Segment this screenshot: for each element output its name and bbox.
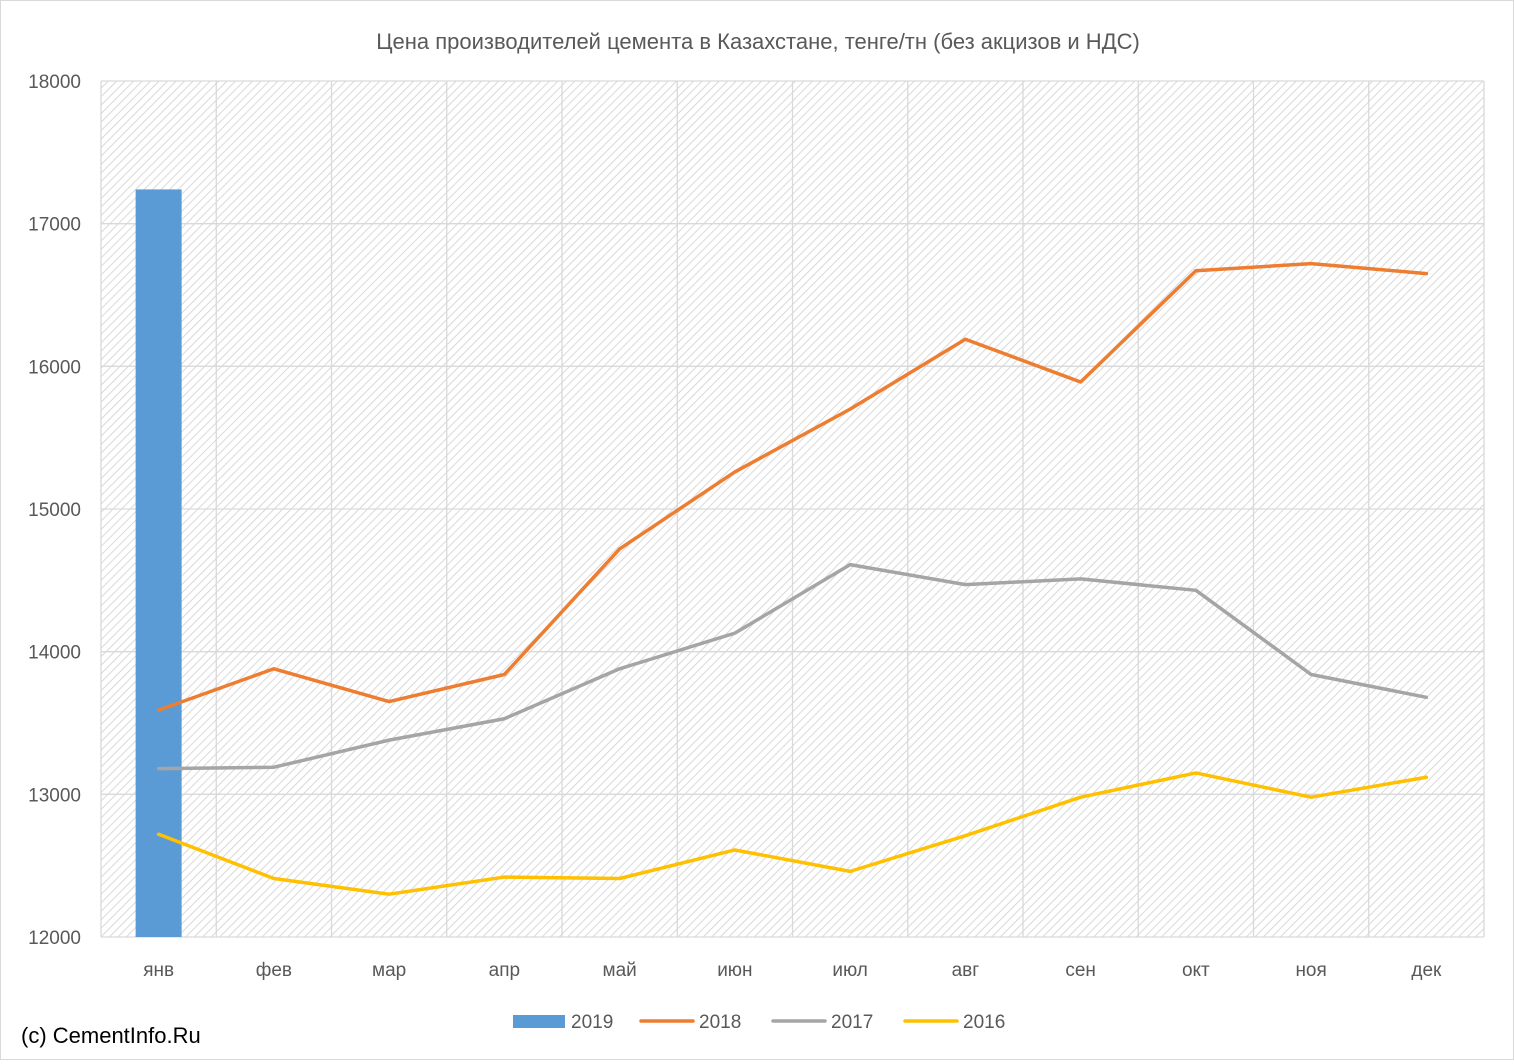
x-tick-label: июл xyxy=(832,960,868,981)
line-2017 xyxy=(156,562,1429,771)
chart-title: Цена производителей цемента в Казахстане… xyxy=(376,29,1140,54)
x-tick-label: май xyxy=(603,960,637,981)
x-tick-label: окт xyxy=(1182,960,1210,981)
y-tick-label: 18000 xyxy=(28,72,81,93)
x-tick-label: фев xyxy=(256,960,292,981)
legend: 2019 2018 2017 2016 xyxy=(513,1012,1005,1033)
y-tick-label: 14000 xyxy=(28,643,81,664)
x-tick-label: ноя xyxy=(1295,960,1326,981)
legend-item-2017: 2017 xyxy=(771,1012,873,1033)
line-2016 xyxy=(156,771,1429,896)
y-tick-label: 15000 xyxy=(28,500,81,521)
line-series xyxy=(156,261,1429,896)
legend-label: 2019 xyxy=(571,1012,613,1033)
line-2018 xyxy=(156,261,1429,712)
bar-2019-янв xyxy=(135,189,182,938)
x-tick-label: апр xyxy=(489,960,520,981)
legend-label: 2016 xyxy=(963,1012,1005,1033)
legend-swatch xyxy=(513,1015,565,1028)
y-tick-label: 13000 xyxy=(28,785,81,806)
legend-label: 2017 xyxy=(831,1012,873,1033)
x-tick-label: авг xyxy=(952,960,980,981)
legend-label: 2018 xyxy=(699,1012,741,1033)
watermark: (c) CementInfo.Ru xyxy=(21,1023,201,1048)
x-tick-label: янв xyxy=(143,960,174,981)
y-tick-label: 17000 xyxy=(28,215,81,236)
y-tick-label: 12000 xyxy=(28,928,81,949)
bar-series xyxy=(135,189,182,938)
y-tick-label: 16000 xyxy=(28,357,81,378)
legend-item-2016: 2016 xyxy=(903,1012,1005,1033)
x-tick-label: июн xyxy=(717,960,752,981)
x-tick-label: мар xyxy=(372,960,406,981)
x-tick-label: сен xyxy=(1065,960,1096,981)
legend-item-2019: 2019 xyxy=(513,1012,613,1033)
x-tick-label: дек xyxy=(1411,960,1442,981)
gridlines xyxy=(100,80,1485,938)
legend-item-2018: 2018 xyxy=(639,1012,741,1033)
y-axis-ticks: 12000 13000 14000 15000 16000 17000 18000 xyxy=(28,72,81,949)
x-axis-ticks: янв фев мар апр май июн июл авг сен окт ноя дек xyxy=(143,960,1442,981)
